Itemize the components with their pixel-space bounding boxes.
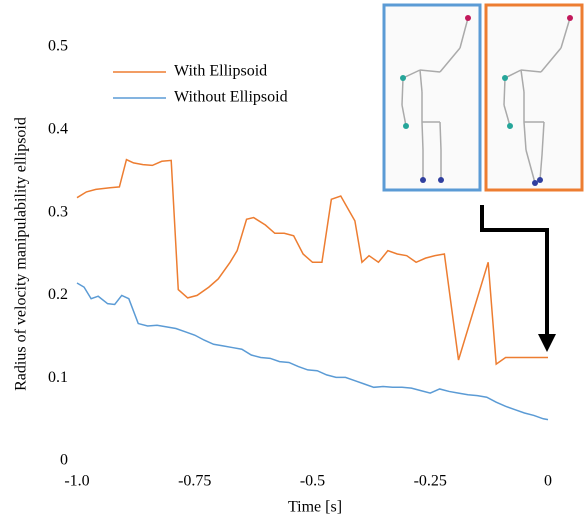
legend-label: Without Ellipsoid (174, 89, 288, 106)
x-tick-label: -1.0 (64, 473, 89, 490)
y-tick-label: 0.3 (48, 203, 68, 220)
legend-label: With Ellipsoid (174, 63, 267, 80)
pointer-arrow (480, 205, 556, 352)
y-tick-label: 0.5 (48, 38, 68, 55)
y-tick-label: 0.1 (48, 369, 68, 386)
y-tick-label: 0.2 (48, 286, 68, 303)
x-tick-label: -0.25 (414, 473, 447, 490)
y-tick-label: 0.4 (48, 120, 68, 137)
x-tick-label: -0.5 (300, 473, 325, 490)
y-tick-label: 0 (60, 452, 68, 469)
x-tick-label: -0.75 (178, 473, 211, 490)
series-line (76, 158, 548, 366)
y-axis-label: Radius of velocity manipulability ellips… (13, 117, 30, 391)
robot-snapshot-without (382, 3, 482, 192)
x-tick-label: 0 (544, 473, 552, 490)
x-axis-label: Time [s] (288, 499, 342, 516)
robot-snapshot-with (484, 3, 584, 192)
series-line (76, 282, 549, 421)
